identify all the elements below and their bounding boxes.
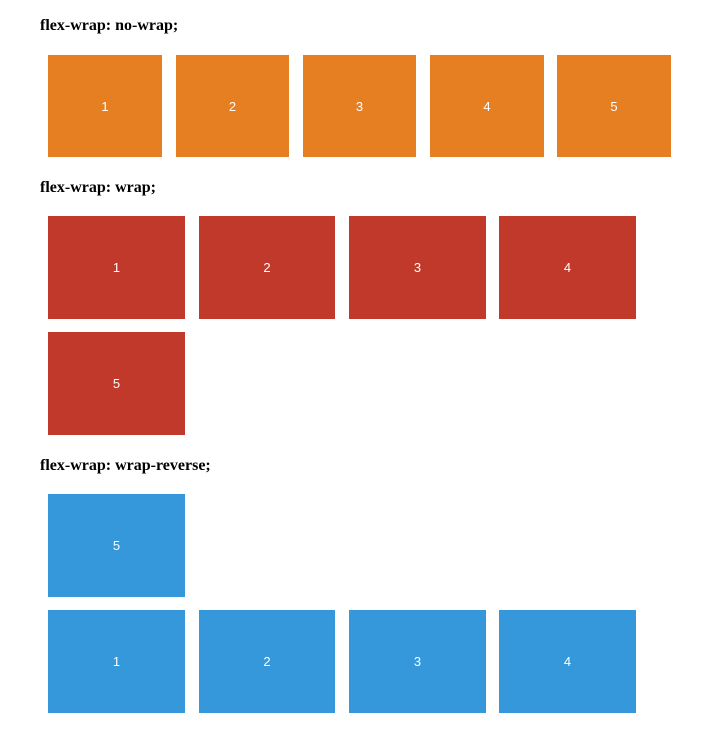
flex-item-2: 2 — [199, 610, 335, 713]
section-heading-wrap-reverse: flex-wrap: wrap-reverse; — [40, 457, 211, 474]
flex-item-1: 1 — [48, 216, 185, 319]
section-heading-wrap: flex-wrap: wrap; — [40, 179, 156, 196]
flex-item-2: 2 — [176, 55, 289, 157]
flex-item-5: 5 — [557, 55, 671, 157]
flex-item-4: 4 — [430, 55, 544, 157]
flex-item-4: 4 — [499, 610, 636, 713]
section-heading-nowrap: flex-wrap: no-wrap; — [40, 17, 179, 34]
flex-item-1: 1 — [48, 55, 162, 157]
flex-item-2: 2 — [199, 216, 335, 319]
flex-item-5: 5 — [48, 494, 185, 597]
flex-item-3: 3 — [349, 216, 486, 319]
flex-item-3: 3 — [303, 55, 416, 157]
flex-item-3: 3 — [349, 610, 486, 713]
flex-item-4: 4 — [499, 216, 636, 319]
flex-item-5: 5 — [48, 332, 185, 435]
flex-item-1: 1 — [48, 610, 185, 713]
